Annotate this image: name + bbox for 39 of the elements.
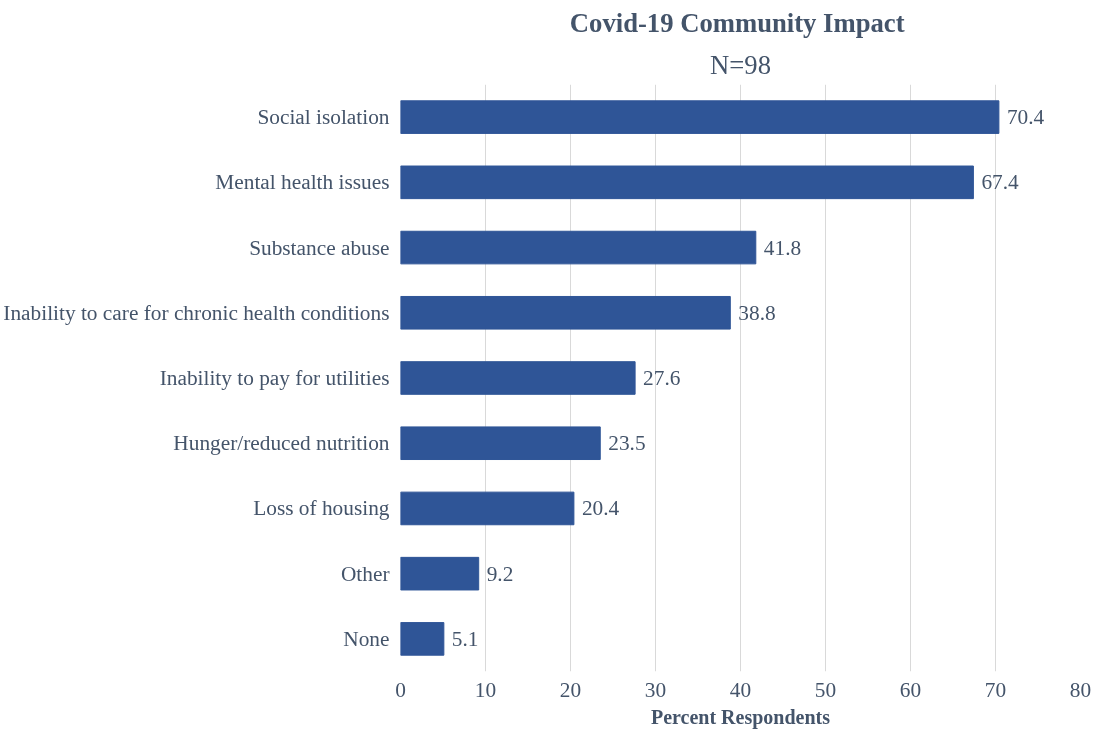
y-tick-label: Inability to pay for utilities	[159, 366, 390, 390]
data-label: 9.2	[486, 561, 514, 586]
chart-subtitle: N=98	[710, 49, 771, 80]
y-tick-label: Hunger/reduced nutrition	[173, 431, 390, 456]
x-tick-label: 30	[644, 677, 667, 702]
data-label: 20.4	[581, 496, 620, 521]
bar	[400, 165, 974, 200]
data-label: 67.4	[981, 170, 1020, 195]
data-label: 5.1	[451, 626, 479, 651]
y-tick-label: Other	[340, 561, 390, 586]
bar	[400, 100, 1000, 134]
bar	[400, 491, 575, 526]
y-tick-label: Mental health issues	[215, 170, 390, 195]
bar	[400, 556, 480, 591]
x-tick-label: 70	[984, 677, 1007, 702]
chart-title: Covid-19 Community Impact	[569, 7, 905, 38]
y-tick-label: Loss of housing	[253, 496, 390, 521]
y-tick-label: Social isolation	[257, 105, 390, 130]
bar	[400, 230, 757, 265]
x-tick-label: 50	[814, 677, 837, 702]
x-tick-label: 80	[1069, 677, 1092, 702]
data-label: 70.4	[1006, 105, 1045, 130]
x-tick-label: 20	[559, 677, 582, 702]
data-label: 41.8	[763, 235, 802, 260]
x-tick-label: 60	[899, 677, 922, 702]
x-axis-title: Percent Respondents	[650, 705, 831, 729]
data-label: 27.6	[643, 366, 681, 390]
y-tick-label: None	[343, 626, 390, 651]
data-label: 23.5	[608, 431, 646, 456]
x-tick-label: 0	[395, 677, 406, 702]
bar	[400, 622, 445, 656]
bar	[400, 361, 636, 395]
x-tick-label: 40	[729, 677, 752, 702]
data-label: 38.8	[738, 300, 776, 325]
x-tick-label: 10	[474, 677, 497, 702]
y-tick-label: Substance abuse	[249, 235, 390, 260]
bar	[400, 295, 731, 330]
bar	[400, 426, 601, 461]
y-tick-label: Inability to care for chronic health conditions	[3, 300, 390, 325]
